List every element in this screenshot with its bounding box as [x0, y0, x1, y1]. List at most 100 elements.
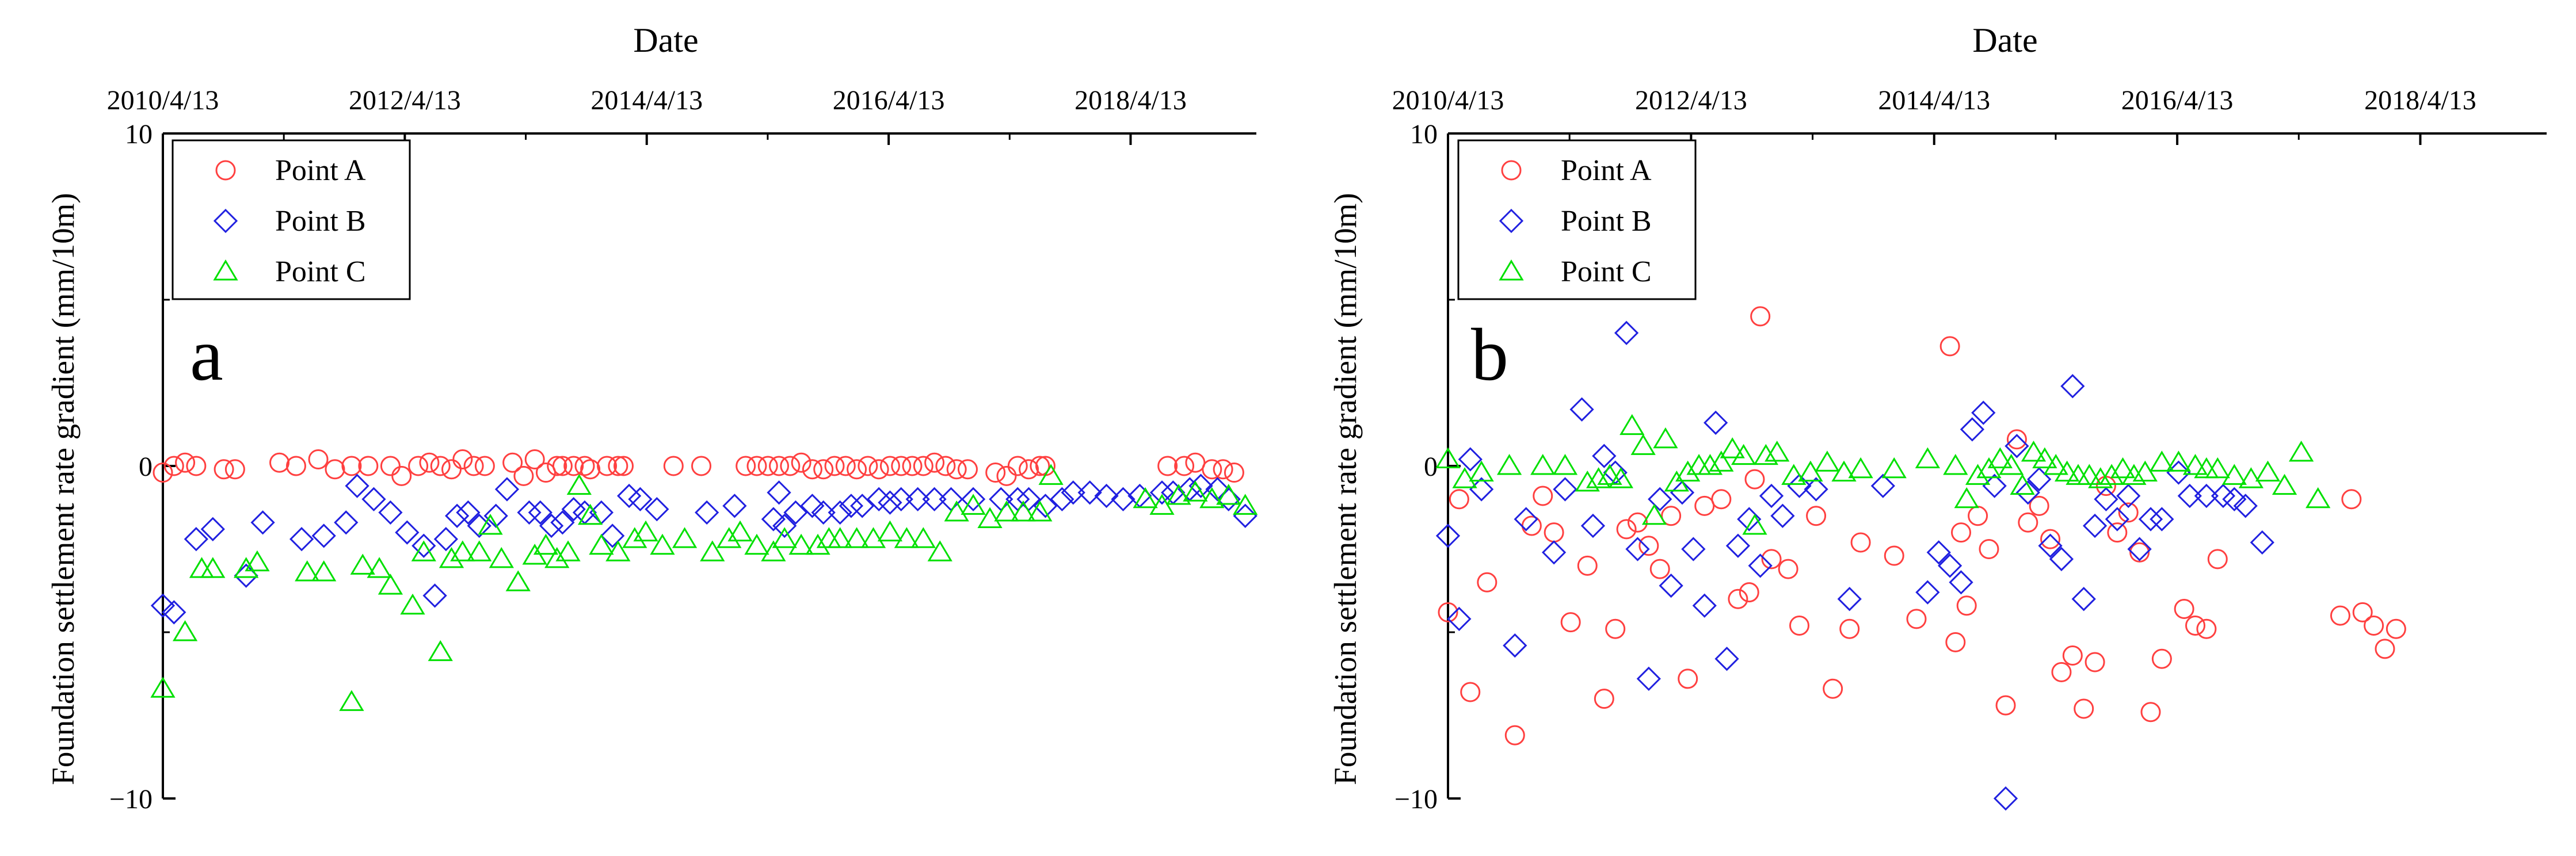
data-point: [805, 533, 830, 555]
data-point: [1711, 489, 1732, 510]
data-point: [1806, 506, 1827, 526]
data-point: [877, 520, 903, 542]
data-point: [1038, 464, 1064, 485]
data-point: [184, 527, 208, 552]
data-point: [200, 517, 225, 541]
data-point: [1987, 447, 2013, 468]
data-point: [1641, 503, 1667, 525]
data-point: [1185, 452, 1206, 473]
data-point: [2138, 507, 2163, 532]
data-point: [2140, 702, 2161, 723]
data-point: [1608, 467, 1634, 488]
data-point: [2222, 487, 2247, 511]
y-tick-label: 0: [139, 452, 153, 482]
data-point: [2149, 450, 2175, 472]
data-point: [2099, 464, 2124, 485]
data-point: [1648, 487, 1672, 511]
data-point: [2094, 487, 2118, 511]
data-point: [1731, 444, 1756, 465]
data-point: [1848, 457, 1873, 479]
data-point: [891, 456, 912, 476]
data-point: [285, 456, 306, 476]
data-point: [1993, 786, 2018, 811]
data-point: [924, 452, 945, 473]
data-point: [1759, 483, 1784, 509]
data-point: [913, 456, 933, 476]
data-point: [1111, 487, 1135, 511]
data-point: [879, 456, 900, 476]
data-point: [463, 456, 484, 476]
data-point: [1804, 477, 1828, 502]
data-point: [1202, 459, 1222, 480]
data-point: [1580, 513, 1606, 538]
data-point: [977, 507, 1003, 528]
data-point: [1831, 460, 1857, 482]
data-point: [311, 523, 336, 548]
data-point: [1224, 463, 1244, 483]
data-point: [2352, 602, 2373, 622]
data-point: [341, 456, 362, 476]
legend-box: [1457, 139, 1697, 300]
data-point: [2082, 513, 2108, 538]
data-point: [2006, 429, 2027, 450]
data-point: [200, 557, 226, 578]
data-point: [361, 487, 386, 511]
data-point: [578, 503, 603, 525]
data-point: [1704, 410, 1728, 435]
data-point: [824, 456, 845, 476]
data-point: [1982, 473, 2007, 498]
data-point: [1504, 725, 1525, 746]
data-point: [1619, 414, 1645, 435]
data-point: [2107, 522, 2128, 543]
data-point: [1884, 545, 1904, 566]
data-point: [1597, 464, 1622, 485]
data-point: [2010, 473, 2035, 495]
data-point: [1675, 460, 1701, 482]
y-tick-label: 10: [125, 119, 153, 150]
data-point: [772, 527, 797, 548]
data-point: [153, 463, 173, 483]
data-point: [717, 527, 742, 548]
data-point: [433, 527, 458, 552]
data-point: [2018, 512, 2038, 533]
data-point: [736, 456, 756, 476]
data-point: [289, 527, 314, 552]
data-point: [828, 527, 853, 548]
data-point: [2288, 440, 2314, 462]
data-point: [2127, 537, 2152, 561]
data-point: [1435, 523, 1461, 548]
data-point: [250, 510, 275, 535]
data-point: [1649, 559, 1670, 579]
data-point: [994, 500, 1019, 522]
data-point: [1452, 467, 1477, 488]
data-point: [269, 452, 290, 473]
data-point: [800, 494, 825, 518]
data-point: [1094, 483, 1119, 509]
data-point: [175, 452, 196, 473]
data-point: [1971, 400, 1996, 425]
data-point: [1033, 494, 1058, 518]
chart-panel-b: Date 2010/4/13 2012/4/13 2014/4/13 2016/4/13…: [1328, 21, 2547, 815]
data-point: [2105, 507, 2129, 532]
data-point: [555, 540, 581, 561]
data-point: [783, 500, 808, 525]
data-point: [552, 456, 573, 476]
data-point: [1778, 559, 1798, 579]
data-point: [935, 456, 956, 476]
data-point: [1837, 587, 1862, 612]
data-point: [2174, 599, 2194, 620]
series-point-b: [1435, 320, 2274, 811]
data-point: [467, 540, 492, 561]
legend-marker: [1499, 208, 1524, 234]
x-tick-label: 2012/4/13: [349, 85, 461, 116]
data-point: [2211, 483, 2236, 509]
legend-label: Point B: [1561, 205, 1652, 238]
x-axis-title: Date: [1972, 21, 2037, 59]
data-point: [1781, 464, 1807, 485]
x-tick-label: 2014/4/13: [1878, 85, 1990, 116]
data-point: [1926, 540, 1951, 565]
legend: Point A Point B Point C: [1457, 139, 1697, 300]
data-point: [2306, 487, 2331, 509]
data-point: [441, 459, 462, 480]
data-point: [308, 449, 329, 469]
